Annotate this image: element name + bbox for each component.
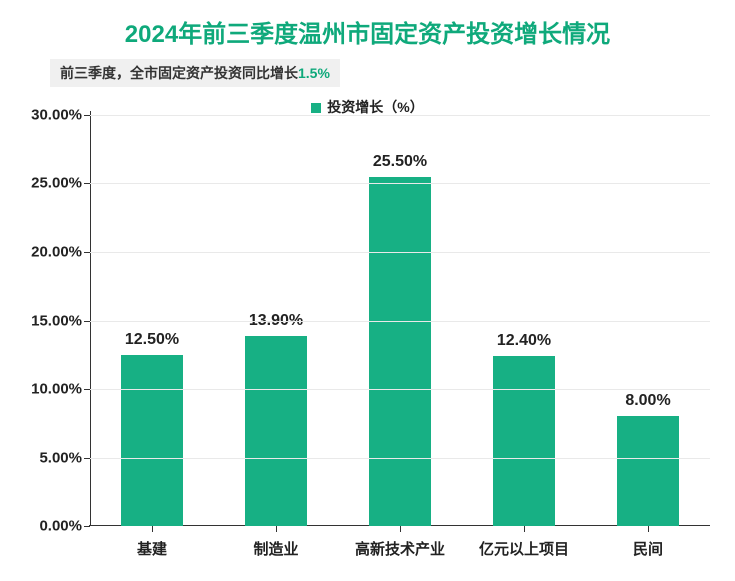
y-tick-label: 10.00% xyxy=(31,380,82,397)
y-tick-label: 0.00% xyxy=(39,518,82,535)
gridline xyxy=(90,389,710,390)
y-tick-label: 5.00% xyxy=(39,449,82,466)
x-tick-label: 亿元以上项目 xyxy=(479,538,569,559)
bar-value-label: 8.00% xyxy=(625,392,670,410)
x-tick-label: 制造业 xyxy=(253,538,298,559)
gridline xyxy=(90,458,710,459)
chart-plot-area: 12.50%基建13.90%制造业25.50%高新技术产业12.40%亿元以上项… xyxy=(90,115,710,526)
bar xyxy=(617,416,679,526)
y-tick-mark xyxy=(84,252,90,253)
bar-value-label: 25.50% xyxy=(373,153,427,171)
y-tick-mark xyxy=(84,458,90,459)
y-tick-mark xyxy=(84,183,90,184)
y-tick-mark xyxy=(84,526,90,527)
bar xyxy=(369,177,431,526)
y-tick-mark xyxy=(84,389,90,390)
gridline xyxy=(90,115,710,116)
y-tick-label: 30.00% xyxy=(31,107,82,124)
y-tick-mark xyxy=(84,321,90,322)
y-tick-label: 20.00% xyxy=(31,243,82,260)
x-tick-label: 基建 xyxy=(137,538,167,559)
y-tick-label: 15.00% xyxy=(31,312,82,329)
bar xyxy=(121,355,183,526)
chart-legend: 投资增长（%） xyxy=(0,97,735,117)
x-tick-mark xyxy=(400,526,401,532)
bar xyxy=(245,336,307,526)
subtitle-highlight: 1.5% xyxy=(298,65,330,81)
chart-title: 2024年前三季度温州市固定资产投资增长情况 xyxy=(0,0,735,49)
x-tick-mark xyxy=(648,526,649,532)
y-tick-mark xyxy=(84,115,90,116)
chart-subtitle: 前三季度，全市固定资产投资同比增长1.5% xyxy=(50,59,340,87)
x-tick-mark xyxy=(152,526,153,532)
gridline xyxy=(90,183,710,184)
y-tick-label: 25.00% xyxy=(31,175,82,192)
bar xyxy=(493,356,555,526)
x-tick-label: 民间 xyxy=(633,538,663,559)
bar-value-label: 12.50% xyxy=(125,331,179,349)
x-tick-mark xyxy=(276,526,277,532)
bar-value-label: 12.40% xyxy=(497,332,551,350)
gridline xyxy=(90,252,710,253)
subtitle-text: 前三季度，全市固定资产投资同比增长 xyxy=(60,65,298,81)
legend-swatch xyxy=(311,103,321,113)
x-tick-mark xyxy=(524,526,525,532)
legend-label: 投资增长（%） xyxy=(327,99,423,115)
x-tick-label: 高新技术产业 xyxy=(355,538,445,559)
gridline xyxy=(90,321,710,322)
